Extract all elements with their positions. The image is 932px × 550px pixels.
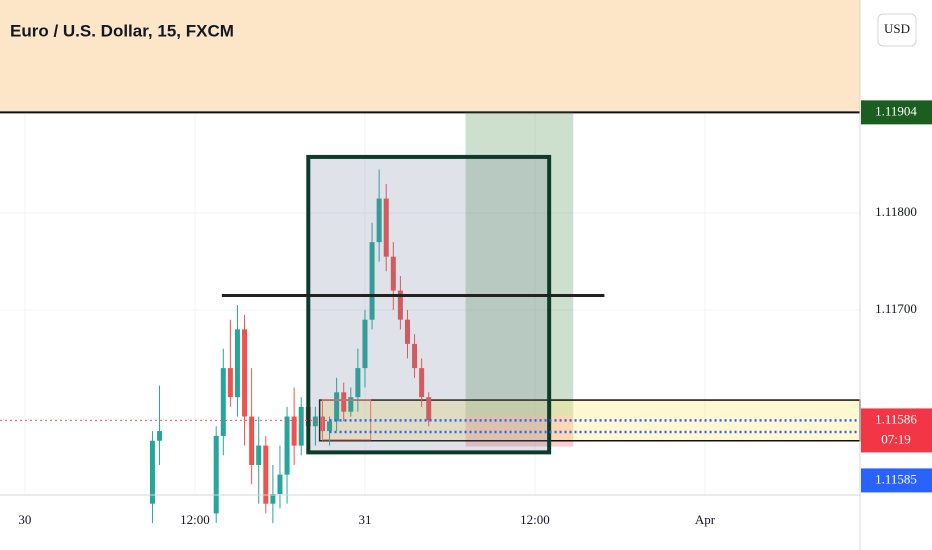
candle-body [263,445,269,504]
candle-body [234,329,240,398]
price-label-box [861,468,932,493]
price-label: 1.11586 [875,411,917,426]
candle-body [327,421,333,432]
price-countdown: 07:19 [881,431,911,446]
candle-body [256,445,262,465]
y-tick-label: 1.11800 [875,204,917,219]
candle-body [390,256,396,291]
candle-body [341,392,347,412]
candle-body [397,290,403,320]
axes: 30 12:00 31 12:00 Apr 1.11700 1.11800 1.11904 1.… [18,100,932,527]
drawings-above [0,154,860,455]
zone [0,0,860,113]
candle-body [369,242,375,320]
candle-body [426,397,432,421]
drawings-below [0,0,861,447]
zone [465,112,574,416]
candle-body [249,416,255,465]
candle-body [298,406,304,446]
candle-body [291,416,297,446]
y-tick-label: 1.11700 [875,301,917,316]
candle-body [348,397,354,412]
chart-title: Euro / U.S. Dollar, 15, FXCM [10,21,234,40]
candle-body [419,368,425,398]
candle-body [227,368,233,398]
currency-label: USD [884,21,910,36]
candle-body [376,198,382,243]
candle-body [270,494,276,504]
candle-body [383,198,389,257]
candle-body [404,319,410,344]
candle-body [362,319,368,369]
candle-body [334,392,340,422]
price-label: 1.11904 [875,103,917,118]
candle-body [149,440,155,504]
candle-body [242,329,248,417]
zone [306,154,552,455]
candle-body [220,368,226,436]
x-tick-label: 30 [18,512,31,527]
x-tick-label: Apr [695,512,716,527]
candle-body [157,431,163,441]
price-label-box [861,100,932,125]
price-label: 1.11585 [875,471,917,486]
candle-body [213,435,219,514]
x-tick-label: 31 [358,512,371,527]
candles [149,169,432,524]
candle-body [284,416,290,475]
candle-body [312,416,318,427]
candle-body [277,474,283,495]
x-tick-label: 12:00 [520,512,550,527]
candle-body [412,343,418,369]
x-tick-label: 12:00 [180,512,210,527]
currency-button[interactable] [877,13,917,47]
candle-body [355,368,361,398]
price-label-box [861,408,932,453]
